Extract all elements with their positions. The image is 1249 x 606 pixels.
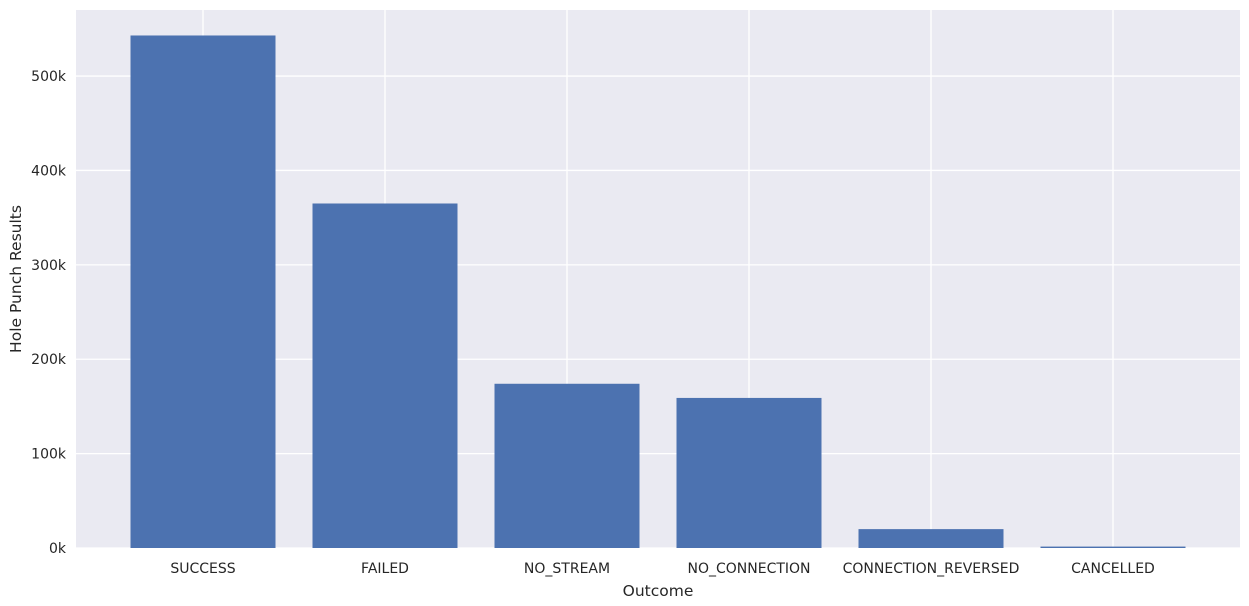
y-tick-label: 400k (31, 163, 67, 179)
x-tick-label: NO_CONNECTION (687, 561, 810, 577)
bar-no-connection (676, 397, 822, 548)
y-tick-label: 100k (31, 447, 67, 463)
bar-cancelled (1040, 546, 1186, 548)
bar-no-stream (494, 383, 640, 548)
y-tick-label: 300k (31, 258, 67, 274)
x-axis-title: Outcome (623, 582, 694, 600)
x-tick-label: NO_STREAM (524, 561, 610, 577)
y-tick-labels: 0k 100k 200k 300k 400k 500k (31, 69, 67, 557)
x-tick-labels: SUCCESS FAILED NO_STREAM NO_CONNECTION CONNE… (170, 561, 1154, 577)
y-axis-title: Hole Punch Results (7, 205, 25, 353)
x-tick-label: CONNECTION_REVERSED (843, 561, 1020, 577)
x-tick-label: SUCCESS (170, 561, 235, 577)
y-tick-label: 500k (31, 69, 67, 85)
y-tick-label: 0k (49, 541, 67, 557)
bars (130, 35, 1186, 549)
x-tick-label: CANCELLED (1071, 561, 1155, 577)
bar-success (130, 35, 276, 549)
bar-connection-reversed (858, 529, 1004, 548)
bar-failed (312, 203, 458, 549)
y-tick-label: 200k (31, 352, 67, 368)
x-tick-label: FAILED (361, 561, 409, 577)
